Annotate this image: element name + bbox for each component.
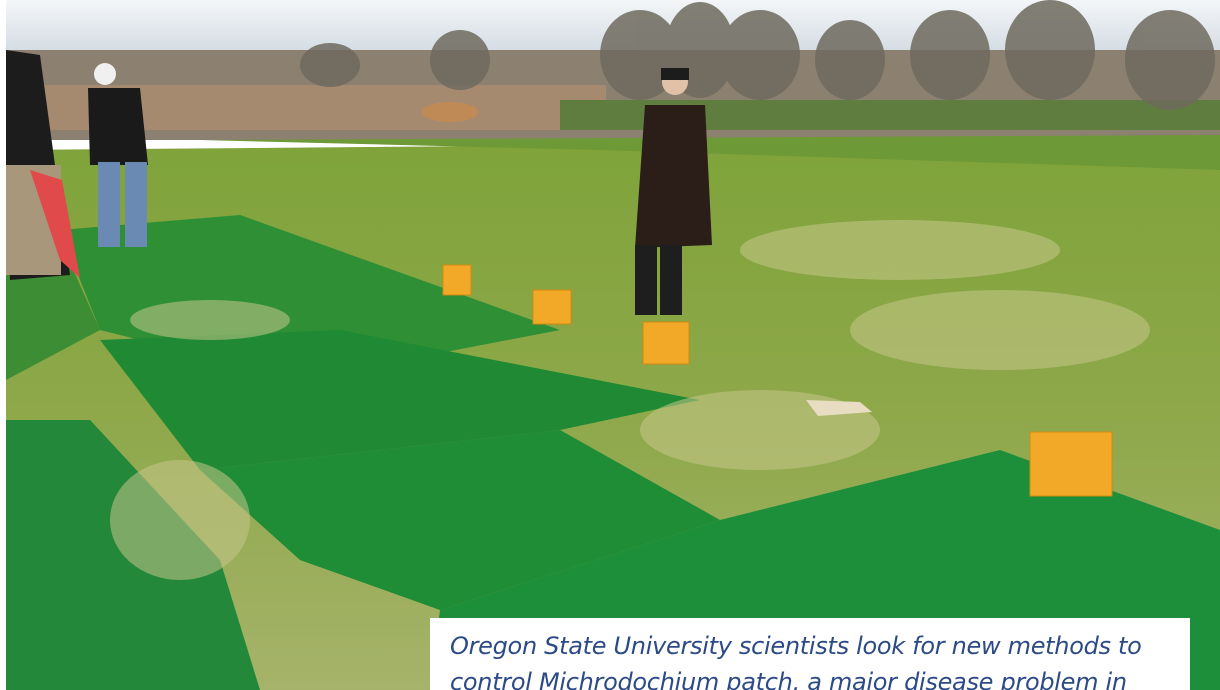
presenter: [635, 68, 712, 315]
caption-box: Oregon State University scientists look …: [430, 618, 1190, 690]
caption-text: Oregon State University scientists look …: [450, 632, 1142, 690]
